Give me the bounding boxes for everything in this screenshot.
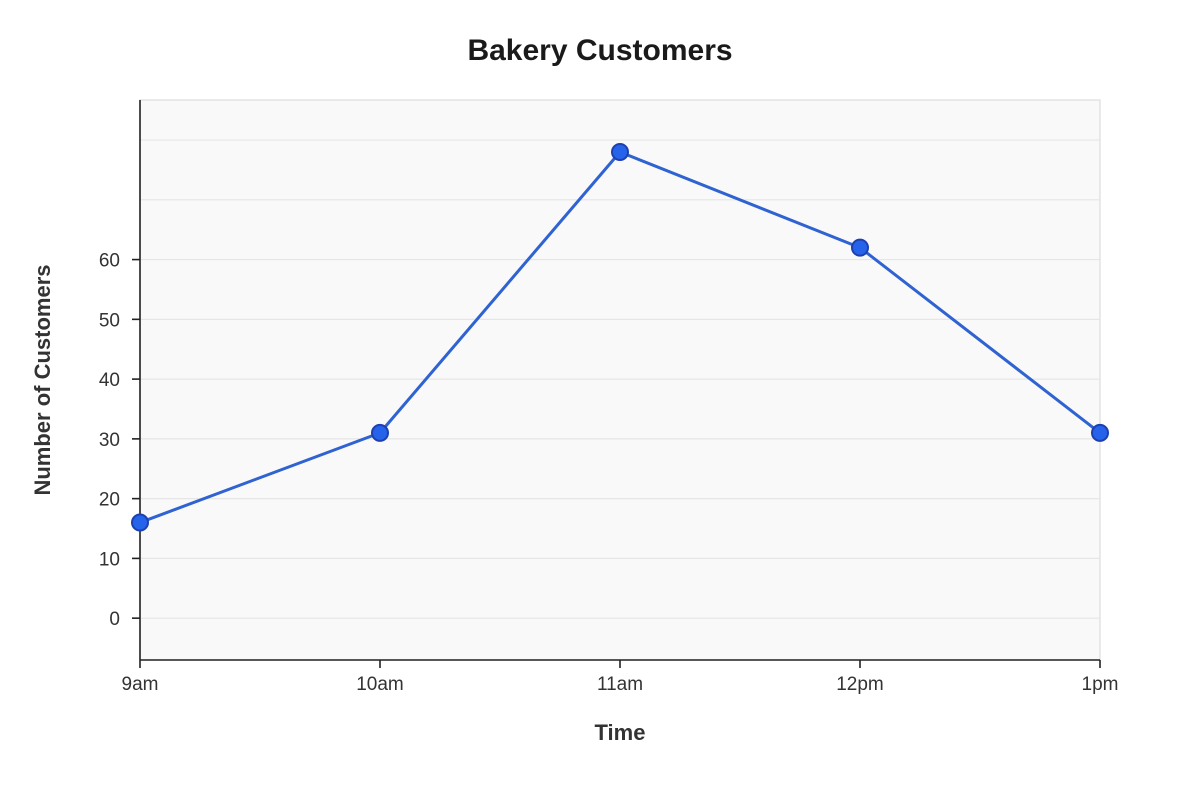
x-tick-label: 1pm: [1082, 674, 1119, 695]
y-tick-label: 0: [109, 609, 120, 630]
series: [131, 142, 1109, 532]
y-tick-label: 60: [99, 251, 120, 272]
y-tick-label: 40: [99, 370, 120, 391]
x-tick-label: 10am: [356, 674, 404, 695]
ticks: 0 10 20 30 40 50 60 9am 10am 11am 12pm 1pm: [99, 251, 1119, 695]
x-tick-label: 11am: [597, 674, 643, 695]
plot-background: [139, 99, 1101, 661]
data-point[interactable]: [851, 238, 869, 257]
y-axis-label: Number of Customers: [30, 264, 55, 495]
x-tick-label: 9am: [122, 674, 159, 695]
y-tick-label: 10: [99, 549, 120, 570]
data-point[interactable]: [131, 513, 149, 532]
data-point[interactable]: [1091, 423, 1109, 442]
data-point[interactable]: [611, 142, 629, 161]
grid-lines: [140, 139, 1100, 619]
y-tick-label: 20: [99, 490, 120, 511]
x-axis-label: Time: [595, 720, 646, 745]
chart-title: Bakery Customers: [467, 34, 732, 67]
x-tick-label: 12pm: [836, 674, 884, 695]
y-tick-label: 30: [99, 430, 120, 451]
y-tick-label: 50: [99, 310, 120, 331]
data-point[interactable]: [371, 423, 389, 442]
